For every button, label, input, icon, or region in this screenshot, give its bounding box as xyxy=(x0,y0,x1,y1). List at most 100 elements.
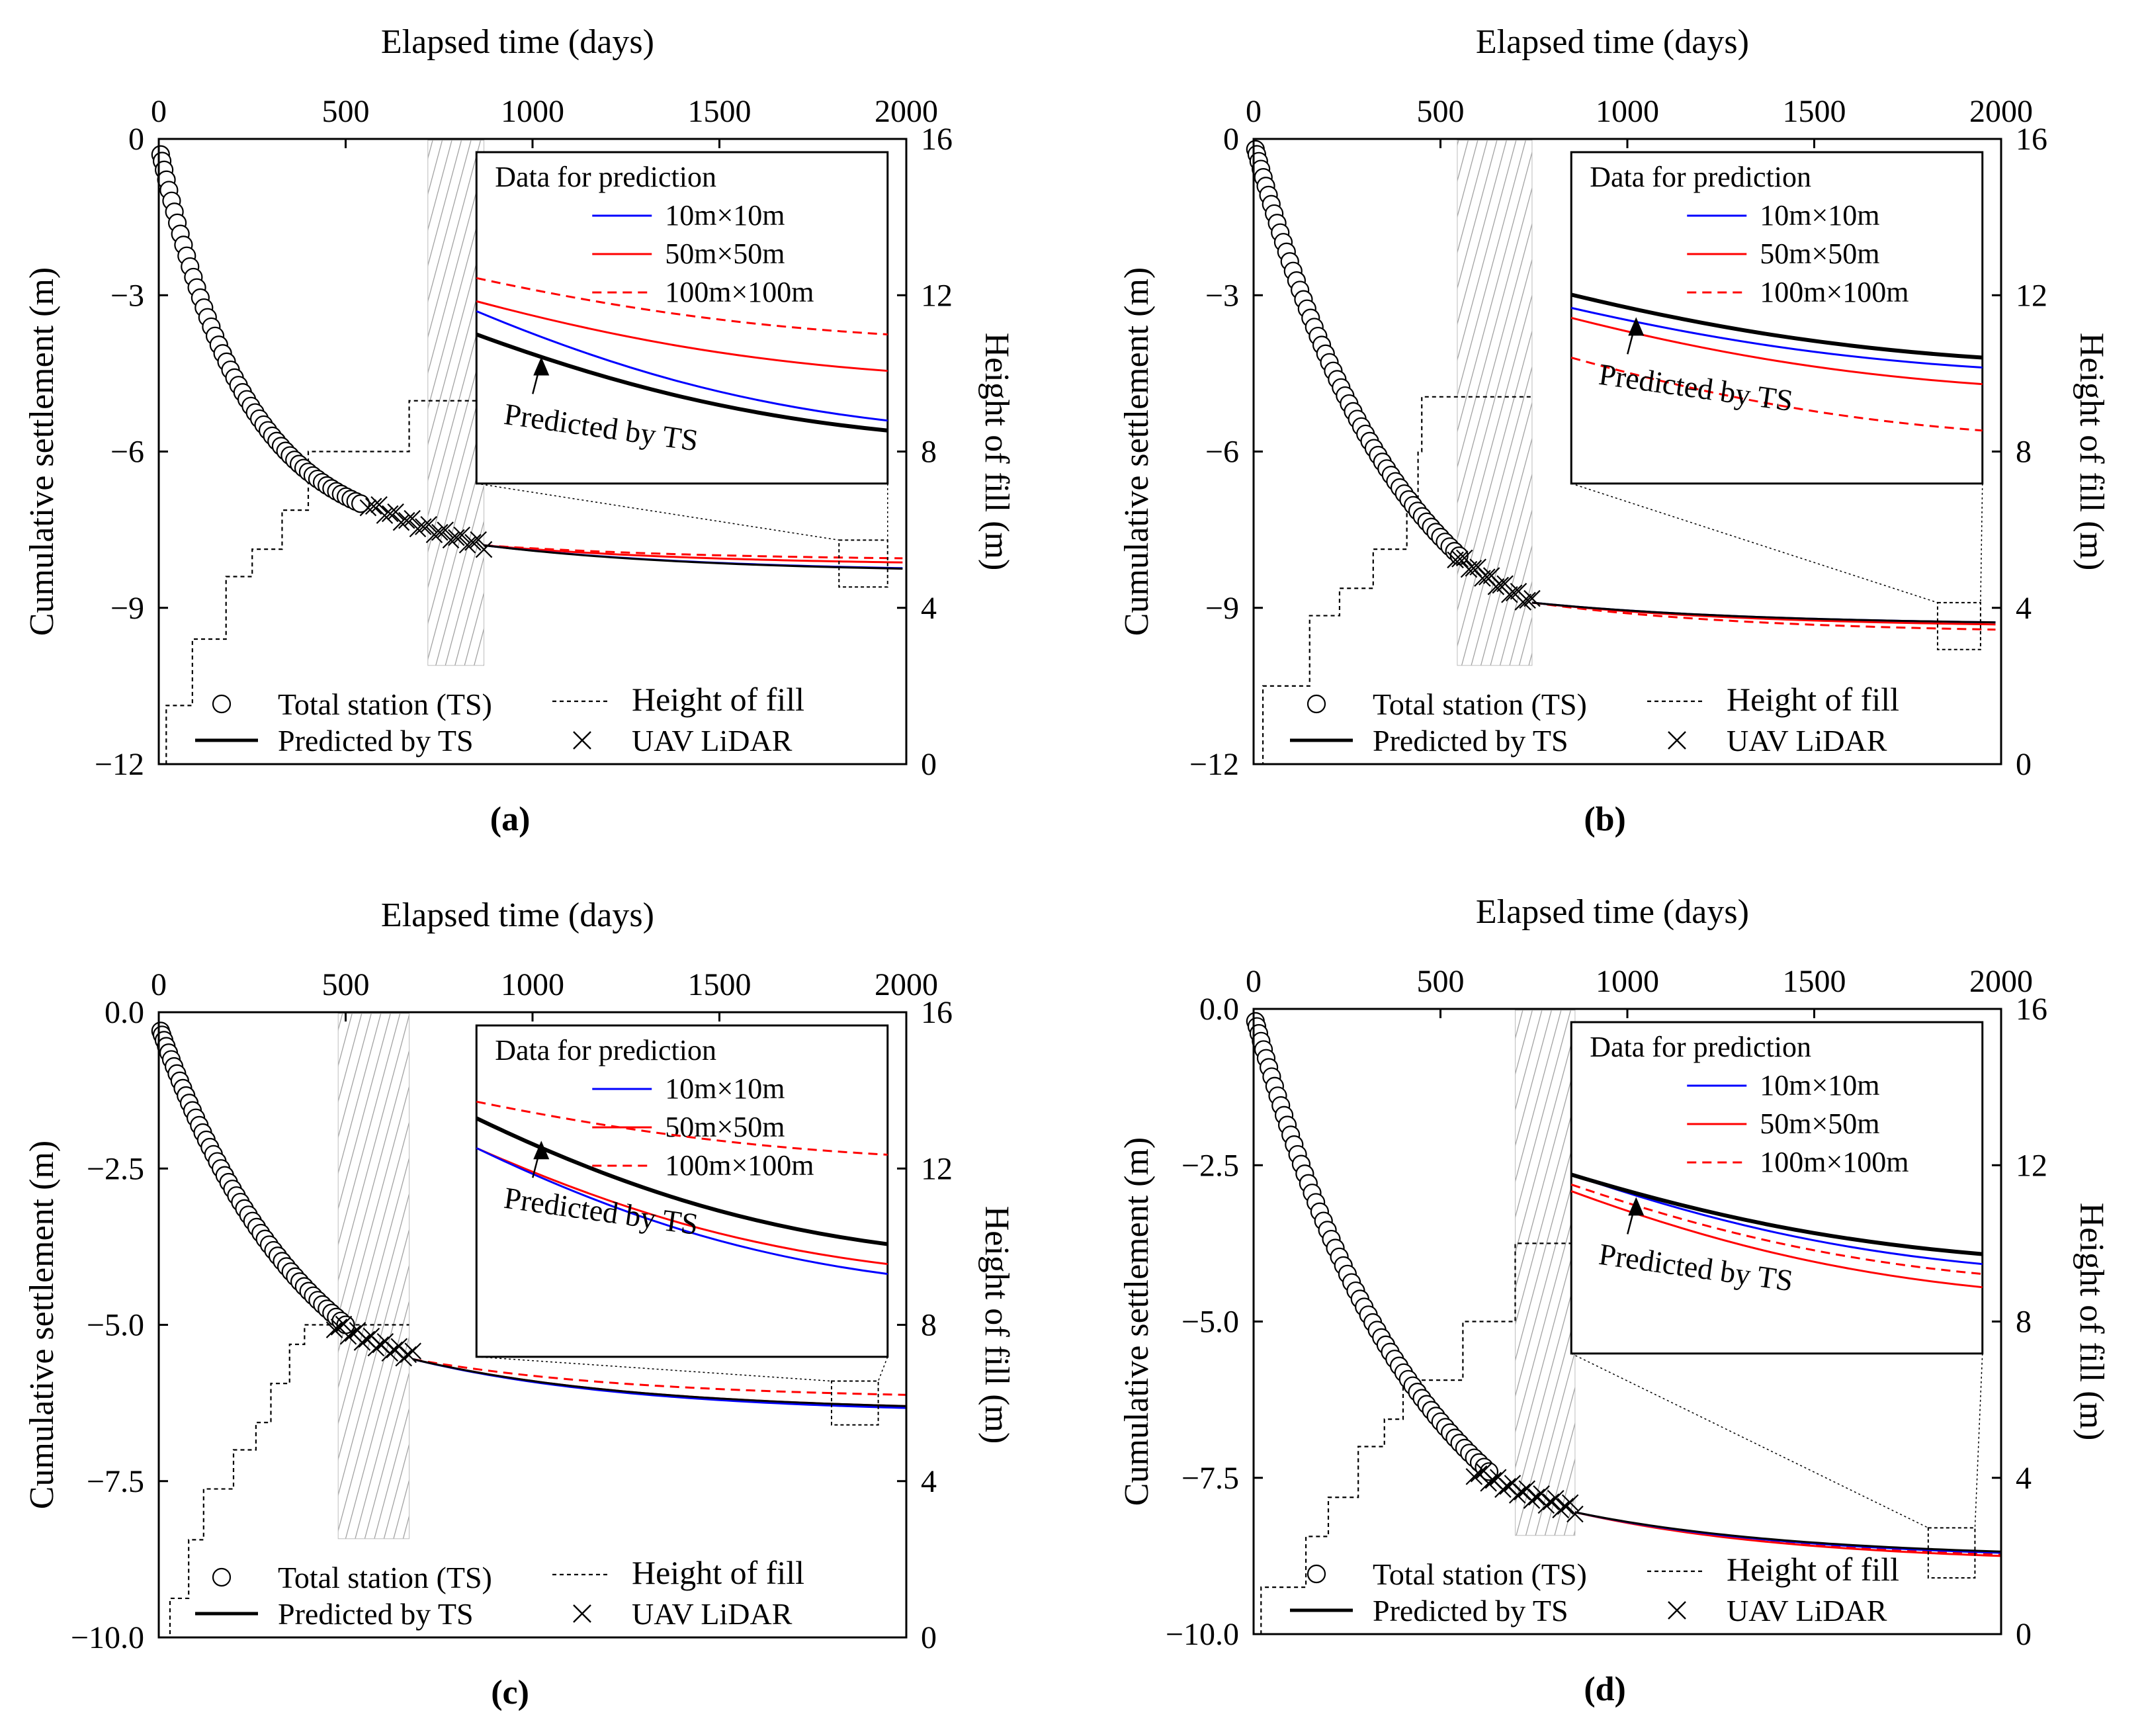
x-tick-label: 0 xyxy=(151,94,167,129)
curve-50m xyxy=(484,544,903,564)
ts-point xyxy=(351,494,370,513)
zoom-box xyxy=(838,539,888,588)
y-tick-label: −7.5 xyxy=(1181,1461,1239,1496)
lidar-point xyxy=(448,529,465,546)
x-tick-label: 2000 xyxy=(875,94,938,129)
zoom-connector-left xyxy=(1571,483,1938,603)
x-axis-title: Elapsed time (days) xyxy=(381,896,654,934)
legend-lidar-label: UAV LiDAR xyxy=(632,1597,793,1631)
y-tick-label: −5.0 xyxy=(87,1308,144,1343)
legend-fill-label: Height of fill xyxy=(632,1554,804,1591)
y-tick-label: −10.0 xyxy=(1166,1617,1239,1652)
inset-curve-10m xyxy=(476,310,888,422)
lidar-point xyxy=(1514,593,1532,611)
legend-ts-marker xyxy=(212,1567,232,1587)
inset-box xyxy=(1570,151,1984,485)
prediction-curves xyxy=(412,1358,906,1409)
x-tick-label: 1000 xyxy=(501,967,564,1002)
y-tick-label: −3 xyxy=(110,278,144,313)
lidar-point xyxy=(470,531,487,548)
y-tick-label: 0 xyxy=(1223,122,1239,157)
y2-tick-label: 12 xyxy=(921,1151,953,1186)
y2-tick-label: 16 xyxy=(2016,122,2047,157)
y-axis-title: Cumulative settlement (m) xyxy=(23,1141,61,1509)
y2-tick-label: 16 xyxy=(921,122,953,157)
legend-lidar-label: UAV LiDAR xyxy=(1727,724,1887,758)
y-tick-label: −5.0 xyxy=(1181,1305,1239,1340)
x-tick-label: 0 xyxy=(1246,94,1262,129)
inset-box xyxy=(1570,1021,1984,1355)
curve-predicted-by-ts xyxy=(1531,601,1996,624)
y-tick-label: −12 xyxy=(95,747,144,782)
lidar-point xyxy=(1451,550,1469,568)
y-tick-label: −9 xyxy=(110,591,144,626)
y2-tick-label: 4 xyxy=(921,1464,937,1499)
inset-annotation-arrowhead xyxy=(1628,1197,1645,1216)
inset-legend-10m-label: 10m×10m xyxy=(665,1072,785,1105)
lidar-point xyxy=(359,499,377,517)
lidar-point xyxy=(415,518,432,535)
x-tick-label: 2000 xyxy=(1969,94,2033,129)
lidar-point xyxy=(339,1328,357,1345)
lidar-point xyxy=(376,507,394,524)
curve-10m xyxy=(412,1358,906,1409)
lidar-point xyxy=(1518,1480,1536,1497)
y2-axis-title: Height of fill (m) xyxy=(2073,1203,2110,1441)
zoom-connector-right xyxy=(1974,1353,1983,1528)
x-axis-title: Elapsed time (days) xyxy=(1476,893,1749,931)
inset-curve-100m xyxy=(476,277,888,335)
lidar-point xyxy=(442,531,460,549)
zoom-connector-left xyxy=(1570,1353,1929,1529)
curve-100m xyxy=(1531,601,1996,631)
lidar-point xyxy=(381,505,399,523)
inset-title: Data for prediction xyxy=(1590,1031,1811,1063)
lidar-point xyxy=(1508,1487,1526,1504)
x-tick-label: 500 xyxy=(1417,94,1465,129)
curve-50m xyxy=(412,1358,906,1407)
x-tick-label: 1000 xyxy=(1596,94,1659,129)
lidar-point xyxy=(1519,591,1536,609)
lidar-point xyxy=(453,526,470,544)
lidar-point xyxy=(1552,1501,1569,1518)
y2-tick-label: 12 xyxy=(921,278,953,313)
lidar-point xyxy=(1455,549,1473,567)
curve-predicted-by-ts xyxy=(1574,1511,2001,1553)
inset-curve-predicted-by-ts xyxy=(475,1116,888,1246)
inset-curve-100m xyxy=(476,1100,888,1156)
prediction-curves xyxy=(1574,1511,2001,1557)
x-tick-label: 1000 xyxy=(501,94,564,129)
inset-curve-predicted-by-ts xyxy=(1570,1172,1983,1256)
inset-curve-100m xyxy=(1570,357,1983,432)
lidar-point xyxy=(400,1346,417,1364)
lidar-point xyxy=(1537,1497,1555,1514)
lidar-point xyxy=(431,523,449,541)
inset-curve-100m xyxy=(1570,1184,1983,1276)
lidar-window-shade xyxy=(1515,1010,1576,1536)
inset-curve-50m xyxy=(476,1147,888,1266)
lidar-point xyxy=(1494,1481,1512,1498)
lidar-point xyxy=(390,1338,408,1356)
lidar-point xyxy=(1465,1468,1483,1485)
lidar-point xyxy=(1561,1494,1579,1512)
prediction-curves xyxy=(484,544,903,570)
x-tick-label: 0 xyxy=(1246,964,1262,999)
legend-ts-label: Total station (TS) xyxy=(278,1561,492,1594)
legend-lidar-label: UAV LiDAR xyxy=(1727,1594,1887,1628)
lidar-point xyxy=(458,536,476,554)
lidar-point xyxy=(364,498,382,515)
y2-tick-label: 8 xyxy=(2016,435,2032,470)
zoom-box xyxy=(831,1380,879,1426)
inset-legend-100m-label: 100m×100m xyxy=(665,276,814,308)
lidar-window-shade xyxy=(427,140,485,666)
y2-tick-label: 4 xyxy=(2016,591,2032,626)
x-tick-label: 1500 xyxy=(1783,94,1846,129)
zoom-connector-right xyxy=(1980,483,1983,603)
y-tick-label: −10.0 xyxy=(71,1620,144,1655)
lidar-point xyxy=(409,520,427,538)
legend-ts-label: Total station (TS) xyxy=(1373,1557,1587,1591)
y2-tick-label: 0 xyxy=(2016,747,2032,782)
inset-title: Data for prediction xyxy=(495,1034,716,1066)
lidar-point xyxy=(425,526,443,544)
y-tick-label: −2.5 xyxy=(1181,1148,1239,1183)
lidar-point xyxy=(1474,570,1491,587)
